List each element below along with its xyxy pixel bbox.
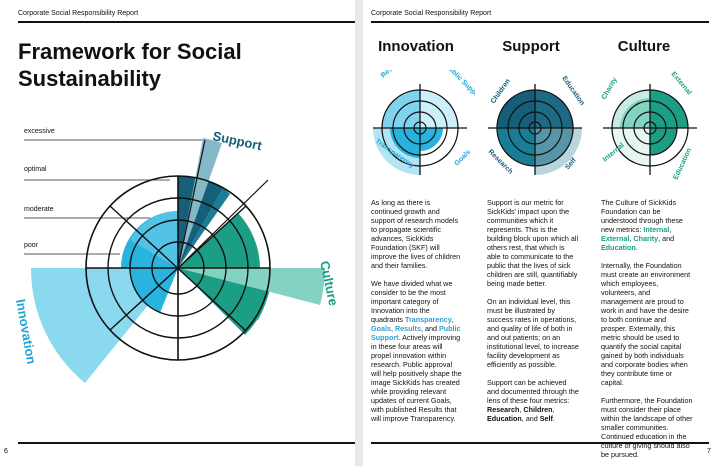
- culture-q-label-2: External: [669, 71, 692, 97]
- bold-education: Education: [487, 414, 522, 423]
- spoke-support: [177, 139, 206, 269]
- highlight-internal: Internal: [643, 225, 670, 234]
- bold-research: Research: [487, 405, 520, 414]
- bold-children: Children: [523, 405, 553, 414]
- innovation-mini-diagram: Results Public Support Transparency Goal…: [373, 70, 475, 175]
- support-paragraph-2: On an individual level, this must be ill…: [487, 297, 579, 369]
- framework-diagram: Support Culture Innovation: [13, 128, 341, 383]
- highlight-charity: Charity: [633, 234, 659, 243]
- page-header: Corporate Social Responsibility Report: [371, 10, 492, 17]
- culture-wedge-1: [178, 213, 260, 268]
- culture-q4: [650, 128, 677, 155]
- culture-q-label-1: Charity: [601, 77, 619, 101]
- level-moderate: moderate: [24, 206, 54, 213]
- culture-paragraph-2: Internally, the Foundation must create a…: [601, 261, 691, 387]
- support-title: Support: [502, 38, 560, 55]
- title-line-1: Framework for Social: [18, 39, 242, 64]
- level-optimal: optimal: [24, 166, 47, 173]
- support-paragraph-3: Support can be achieved and documented t…: [487, 378, 579, 423]
- spoke-culture: [177, 179, 269, 269]
- highlight-results: Results: [394, 324, 421, 333]
- header-rule: [18, 21, 355, 23]
- spine: [355, 0, 363, 466]
- innovation-text: As long as there is continued growth and…: [371, 198, 463, 432]
- culture-mini-diagram: Charity External Internal Education: [601, 71, 697, 181]
- support-outer-wedge: [178, 138, 222, 268]
- page-title: Framework for Social Sustainability: [18, 38, 242, 92]
- support-mini-diagram: Children Education Research Self: [487, 75, 586, 176]
- innovation-wedge-3: [130, 211, 178, 268]
- highlight-education: Education: [601, 243, 636, 252]
- support-q4-outer: [535, 128, 582, 175]
- support-paragraph-1: Support is our metric for SickKids' impa…: [487, 198, 579, 288]
- innovation-q-label-1: Results: [380, 70, 404, 80]
- culture-q-label-4: Education: [672, 147, 693, 181]
- left-page: Corporate Social Responsibility Report F…: [0, 0, 355, 466]
- innovation-label: Innovation: [13, 298, 39, 365]
- level-excessive: excessive: [24, 128, 55, 135]
- footer-rule: [371, 442, 709, 444]
- highlight-transparency: Transparency: [404, 315, 452, 324]
- culture-outer-wedge: [178, 268, 325, 305]
- page-number-right: 7: [707, 448, 711, 455]
- support-text: Support is our metric for SickKids' impa…: [487, 198, 579, 432]
- innovation-paragraph-2: We have divided what we consider to be t…: [371, 279, 462, 423]
- innovation-q-label-2: Public Support: [444, 70, 475, 103]
- culture-q1: [620, 98, 650, 128]
- page-number-left: 6: [4, 448, 8, 455]
- innovation-q-label-4: Goals: [453, 149, 472, 168]
- header-rule: [371, 21, 709, 23]
- bold-self: Self: [539, 414, 553, 423]
- page-header: Corporate Social Responsibility Report: [18, 10, 139, 17]
- culture-paragraph-3: Furthermore, the Foundation must conside…: [601, 396, 693, 459]
- innovation-q3-outer: [373, 128, 420, 175]
- right-page: Corporate Social Responsibility Report I…: [363, 0, 718, 466]
- culture-text: The Culture of SickKids Foundation can b…: [601, 198, 693, 468]
- support-q-label-2: Education: [560, 75, 585, 107]
- title-line-2: Sustainability: [18, 66, 162, 91]
- highlight-goals: Goals: [371, 324, 391, 333]
- highlight-external: External: [601, 234, 630, 243]
- innovation-q3: [390, 128, 420, 158]
- culture-title: Culture: [617, 38, 671, 55]
- innovation-paragraph-1: As long as there is continued growth and…: [371, 198, 461, 270]
- innovation-title: Innovation: [378, 38, 454, 55]
- level-poor: poor: [24, 242, 39, 249]
- culture-paragraph-1: The Culture of SickKids Foundation can b…: [601, 198, 683, 252]
- footer-rule: [18, 442, 355, 444]
- highlight-public-support: Public Support: [371, 324, 461, 342]
